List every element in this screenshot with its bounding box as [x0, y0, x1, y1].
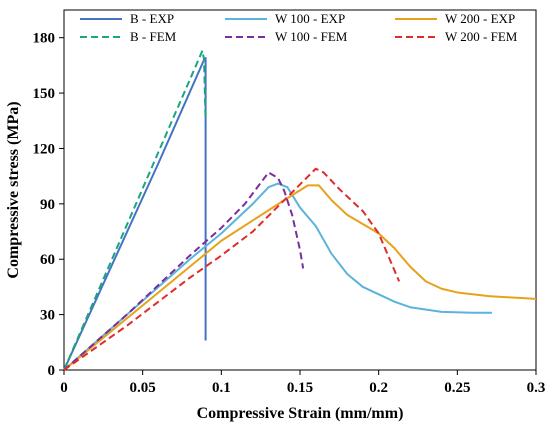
series-line-2 — [63, 184, 537, 371]
legend: B - EXP W 100 - EXP W 200 - EXP B - FEM W 10… — [80, 11, 518, 44]
y-axis-title: Compressive stress (MPa) — [5, 101, 22, 278]
y-tick-label: 30 — [40, 308, 55, 324]
legend-label: W 200 - FEM — [445, 29, 518, 44]
series-line-4 — [63, 171, 305, 371]
series-line-1 — [63, 182, 492, 371]
y-tick-label: 150 — [33, 86, 56, 102]
series-line-3 — [63, 49, 207, 371]
x-tick-label: 0.25 — [444, 380, 470, 396]
y-tick-label: 0 — [48, 363, 56, 379]
y-tick-label: 120 — [33, 141, 56, 157]
x-axis-title: Compressive Strain (mm/mm) — [197, 405, 404, 422]
x-tick-label: 0 — [60, 380, 68, 396]
x-tick-label: 0.3 — [527, 380, 546, 396]
legend-label: W 100 - FEM — [275, 29, 348, 44]
y-tick-label: 60 — [40, 252, 55, 268]
x-axis-ticks: 0 0.05 0.1 0.15 0.2 0.25 0.3 — [60, 370, 545, 396]
x-tick-label: 0.1 — [212, 380, 231, 396]
x-tick-label: 0.2 — [369, 380, 388, 396]
legend-label: W 100 - EXP — [275, 11, 345, 26]
x-tick-label: 0.15 — [287, 380, 313, 396]
legend-label: B - FEM — [130, 29, 177, 44]
y-tick-label: 90 — [40, 197, 55, 213]
legend-label: W 200 - EXP — [445, 11, 515, 26]
series-line-5 — [63, 167, 401, 371]
y-axis-ticks: 0 30 60 90 120 150 180 — [33, 31, 64, 379]
legend-label: B - EXP — [130, 11, 174, 26]
y-tick-label: 180 — [33, 31, 56, 47]
series-lines — [63, 49, 537, 371]
x-tick-label: 0.05 — [130, 380, 156, 396]
